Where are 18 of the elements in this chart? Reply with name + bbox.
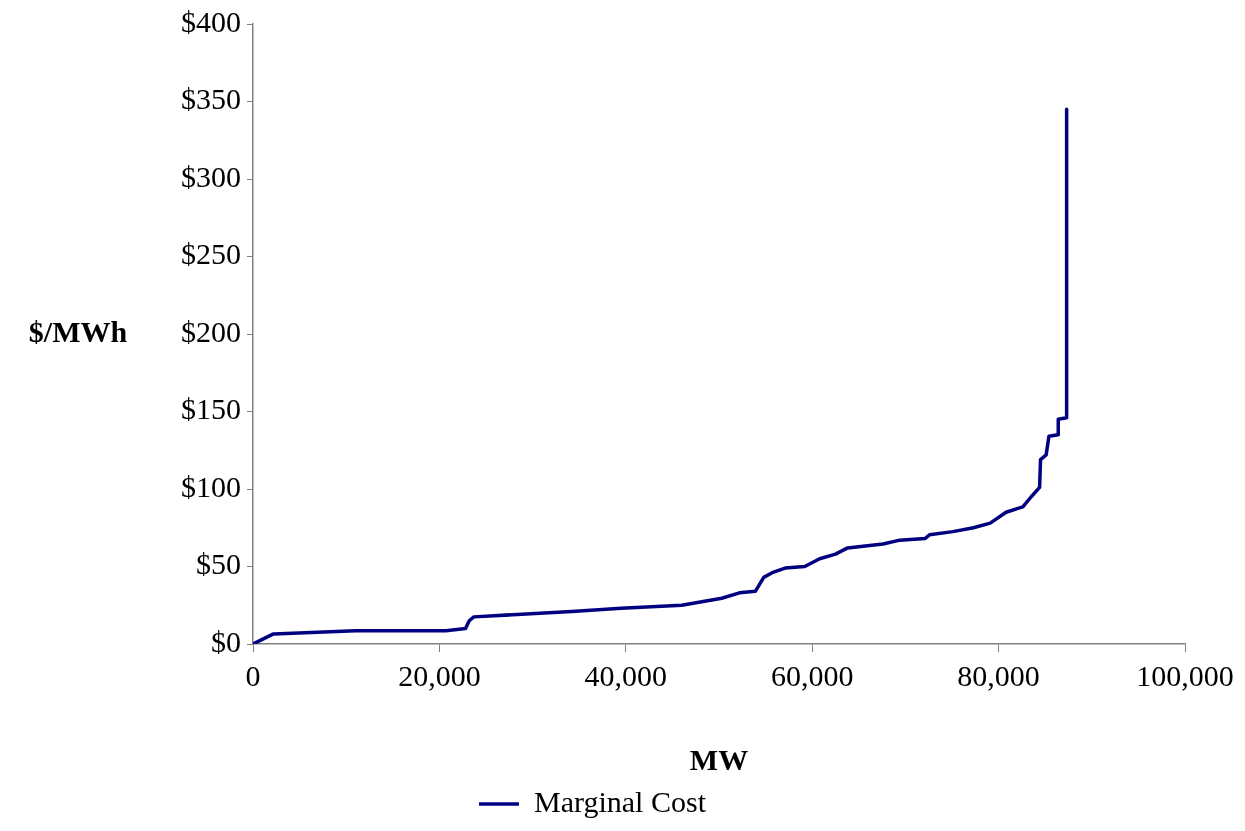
x-tick-label: 20,000 xyxy=(398,658,481,692)
x-axis-title: MW xyxy=(689,742,749,776)
y-tick-label: $350 xyxy=(181,82,241,116)
x-tick-label: 0 xyxy=(245,658,261,692)
y-tick-label: $250 xyxy=(181,237,241,271)
y-axis-title: $/MWh xyxy=(28,314,128,348)
legend-label: Marginal Cost xyxy=(534,784,707,818)
y-tick-label: $150 xyxy=(181,392,241,426)
x-tick-label: 60,000 xyxy=(770,658,854,692)
x-tick-label: 40,000 xyxy=(584,658,668,692)
y-tick-label: $300 xyxy=(181,159,241,193)
y-tick-label: $400 xyxy=(181,4,241,38)
y-tick-label: $200 xyxy=(181,314,241,348)
y-tick-label: $0 xyxy=(211,624,241,658)
x-tick-label: 100,000 xyxy=(1136,658,1234,692)
y-tick-label: $100 xyxy=(181,469,241,503)
y-tick-label: $50 xyxy=(196,547,241,581)
x-tick-label: 80,000 xyxy=(957,658,1040,692)
